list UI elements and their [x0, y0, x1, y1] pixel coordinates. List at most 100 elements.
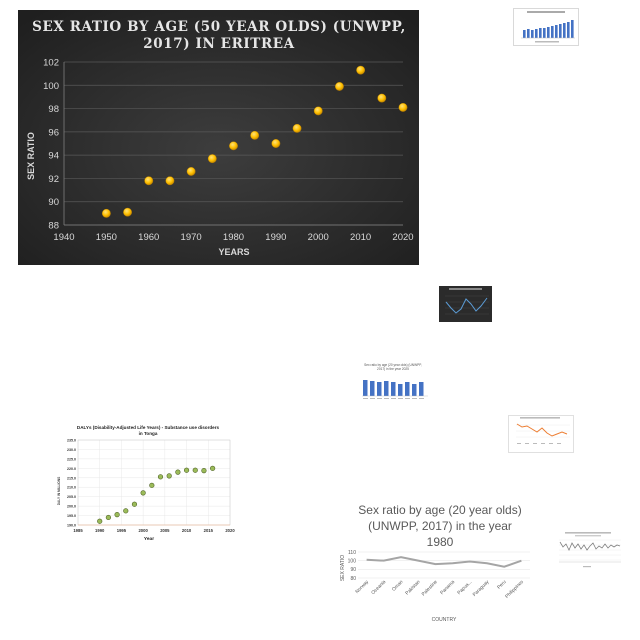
thumbnail-dark-chart[interactable]	[439, 286, 492, 322]
line-x-tick-label: Panama	[439, 579, 456, 596]
tonga-y-tick-label: 220.0	[67, 467, 76, 471]
tonga-y-tick-label: 215.0	[67, 476, 76, 480]
y-tick-label: 102	[43, 58, 59, 69]
tonga-data-point	[192, 467, 198, 473]
tonga-x-tick-label: 2010	[182, 528, 192, 533]
tonga-y-tick-label: 195.0	[67, 514, 76, 518]
thumb-bar	[527, 29, 530, 38]
data-point	[271, 139, 281, 148]
line-grid	[358, 551, 530, 579]
data-point	[207, 154, 217, 164]
line-y-tick-label: 100	[348, 558, 357, 564]
data-points	[101, 65, 408, 218]
sex-ratio-1980-chart-tile[interactable]: 80 90 100 110 Norway Oceania Oman Pakistan Pales…	[330, 548, 540, 626]
tonga-x-tick-label: 1985	[73, 528, 83, 533]
thumbnail-bar-chart-top[interactable]	[513, 8, 579, 46]
y-tick-label: 94	[48, 151, 59, 162]
thumb-bar	[551, 26, 554, 38]
thumb-blue-bar	[363, 380, 368, 396]
thumb-blue-bar	[377, 382, 382, 396]
tonga-data-point	[97, 518, 103, 524]
chart-background	[18, 10, 419, 265]
sex-ratio-1980-title-line-1: Sex ratio by age (20 year olds)	[358, 503, 522, 517]
thumb-blue-bar-chart: Sex ratio by age (20 year olds) (UNWPP, …	[356, 360, 431, 408]
data-point	[101, 208, 111, 218]
tonga-data-point	[157, 474, 164, 480]
thumbnail-grey-line-chart[interactable]	[553, 531, 623, 571]
x-tick-label: 2010	[350, 232, 371, 243]
thumb-bar	[547, 27, 550, 38]
y-tick-label: 90	[48, 197, 59, 208]
tonga-y-tick-label: 200.0	[67, 505, 76, 509]
tonga-data-point	[210, 465, 216, 471]
thumb-bar	[523, 30, 526, 38]
x-tick-label: 2000	[308, 232, 329, 243]
tonga-y-tick-label: 230.0	[67, 448, 76, 452]
thumb-orange-line-chart	[508, 415, 574, 453]
thumb-bar	[535, 29, 538, 38]
y-tick-label: 98	[48, 104, 59, 115]
thumb-bar	[555, 25, 558, 38]
tonga-data-point	[140, 490, 146, 496]
thumb-bar-chart-top	[513, 8, 579, 46]
data-point	[229, 141, 238, 151]
thumb-bar	[571, 20, 574, 38]
thumb-dark-chart	[439, 286, 492, 322]
sex-ratio-1980-chart: 80 90 100 110 Norway Oceania Oman Pakistan Pales…	[340, 550, 530, 623]
line-y-tick-label: 80	[350, 576, 356, 582]
y-tick-label: 88	[48, 221, 59, 232]
thumb-blue-bar	[384, 381, 389, 396]
thumbnail-orange-line-chart[interactable]	[508, 415, 574, 453]
line-axes: 80 90 100 110 Norway Oceania Oman Pakistan Pales…	[348, 550, 526, 600]
tonga-chart-tile[interactable]: DALYs (Disability-Adjusted Life Years) -…	[52, 420, 238, 545]
data-point	[313, 106, 323, 116]
tonga-y-axis-title: DALY IN MILLIONS	[57, 477, 61, 506]
line-x-tick-label: Pakistan	[404, 579, 421, 596]
tonga-x-axis-title: Year	[144, 536, 154, 542]
sex-ratio-1980-title-line-2: (UNWPP, 2017) in the year	[368, 519, 512, 533]
line-x-tick-label: Palestine	[421, 579, 439, 597]
thumb-grey-line-chart	[553, 531, 623, 571]
thumb-blue-bar	[391, 382, 396, 396]
data-point	[356, 65, 366, 75]
data-point	[165, 176, 175, 186]
line-x-tick-label: Philippines	[504, 579, 525, 600]
tonga-y-tick-label: 205.0	[67, 495, 76, 499]
tonga-data-point	[131, 501, 138, 507]
x-tick-label: 1980	[223, 232, 244, 243]
data-point	[292, 123, 302, 133]
data-point	[186, 167, 196, 176]
tonga-data-point	[183, 467, 190, 473]
tonga-x-tick-label: 2020	[225, 528, 235, 533]
tonga-data-point	[123, 508, 129, 514]
data-point	[377, 93, 387, 103]
main-chart-tile[interactable]: SEX RATIO BY AGE (50 YEAR OLDS) (UNWPP, …	[18, 10, 419, 265]
chart-title-line-2: 2017) IN ERITREA	[143, 36, 294, 52]
thumb-blue-bar	[370, 381, 375, 396]
thumb-blue-bar	[398, 384, 403, 396]
y-tick-label: 100	[43, 81, 59, 92]
tonga-data-point	[149, 482, 155, 488]
line-x-axis-title: COUNTRY	[432, 617, 457, 623]
x-tick-label: 1960	[138, 232, 159, 243]
line-series	[366, 556, 522, 568]
x-axis-title: YEARS	[218, 247, 249, 257]
thumbnail-blue-bar-chart[interactable]: Sex ratio by age (20 year olds) (UNWPP, …	[356, 360, 431, 408]
tonga-title-line-1: DALYs (Disability-Adjusted Life Years) -…	[77, 425, 220, 430]
line-x-tick-label: Norway	[354, 579, 370, 595]
x-tick-label: 2020	[392, 232, 413, 243]
line-y-tick-label: 90	[350, 567, 356, 573]
tonga-data-point	[175, 469, 181, 475]
data-point	[123, 207, 132, 217]
main-chart: SEX RATIO BY AGE (50 YEAR OLDS) (UNWPP, …	[18, 10, 419, 265]
tonga-x-tick-label: 2000	[138, 528, 148, 533]
line-x-tick-label: Oceania	[370, 579, 387, 596]
axes: 88 90 92 94 96 98 100 102 1940 1950 1960 1970 1980 19…	[43, 58, 413, 244]
line-y-tick-label: 110	[348, 550, 356, 556]
tonga-points	[97, 465, 216, 524]
x-tick-label: 1950	[96, 232, 117, 243]
tonga-y-tick-label: 190.0	[67, 524, 76, 528]
thumb-bar	[563, 23, 566, 38]
tonga-data-point	[114, 512, 120, 518]
data-point	[335, 82, 344, 91]
